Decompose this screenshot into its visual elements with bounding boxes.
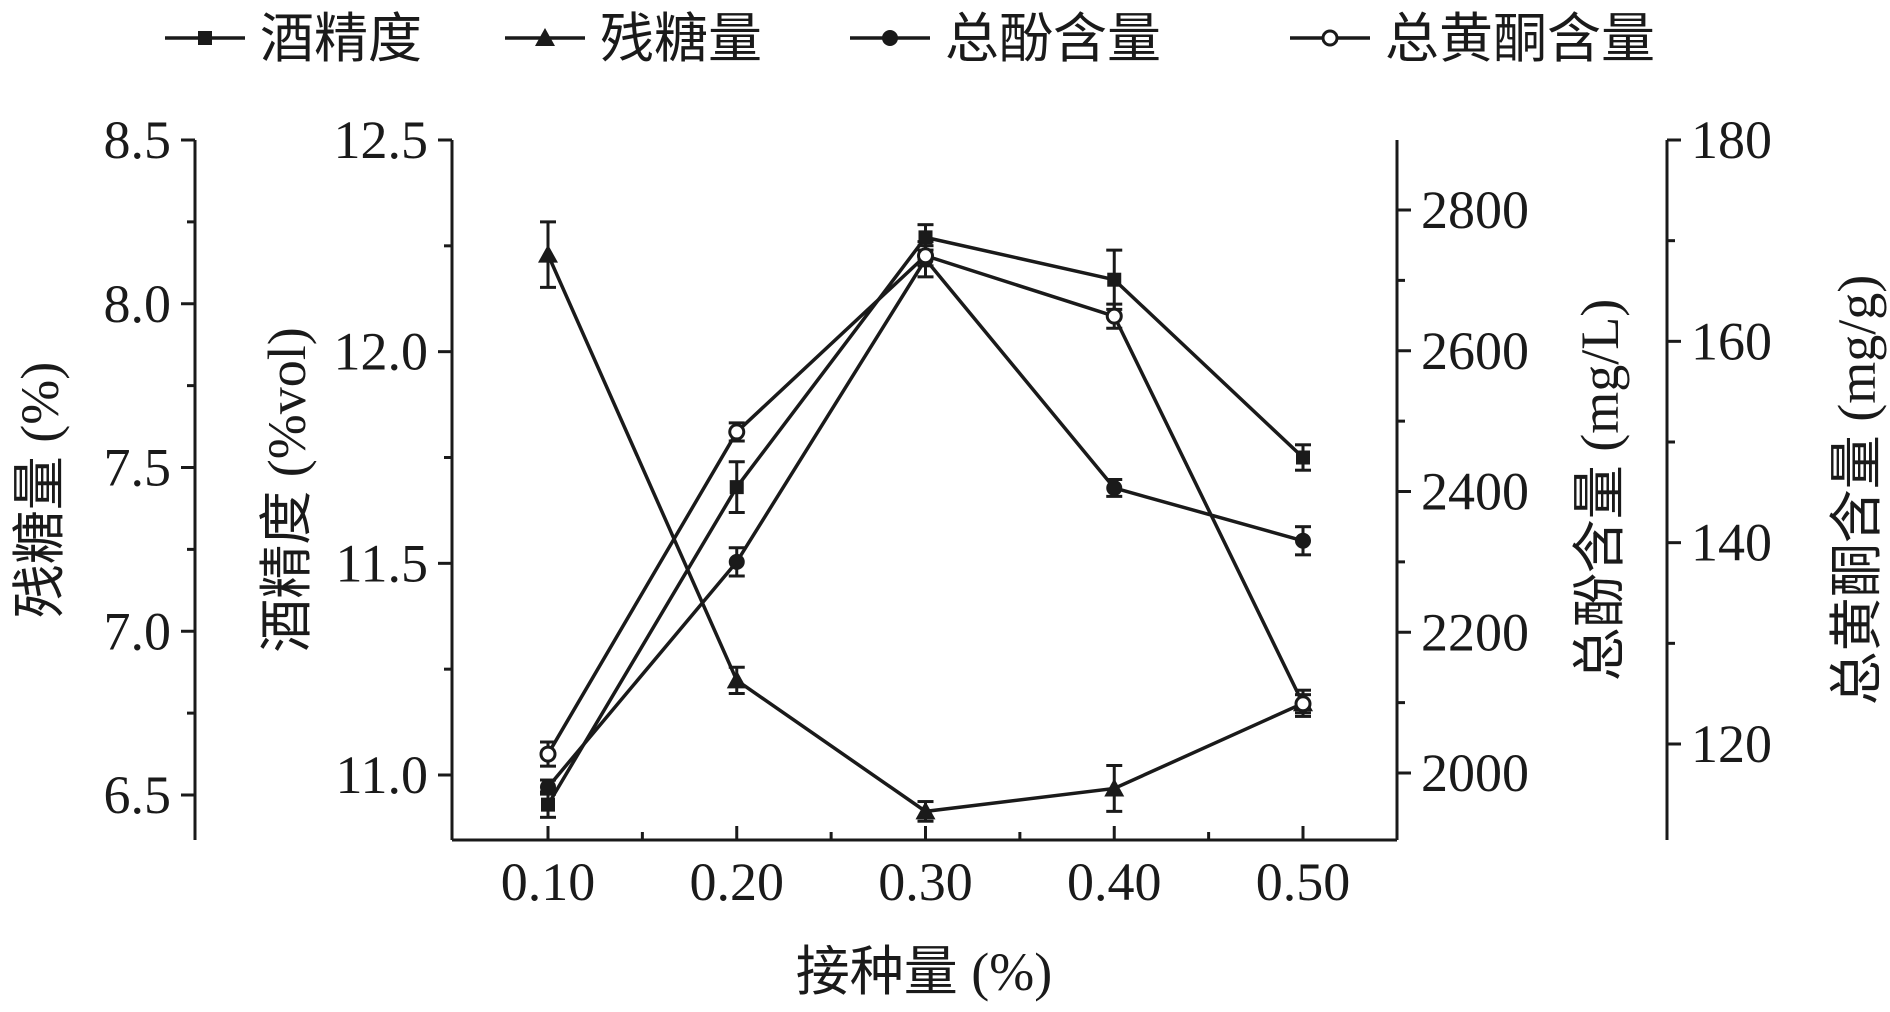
data-point bbox=[729, 480, 744, 495]
data-point bbox=[538, 244, 558, 263]
data-point bbox=[915, 801, 936, 820]
alcohol-tick-label: 12.0 bbox=[334, 322, 429, 382]
flavonoid-tick-label: 120 bbox=[1691, 714, 1772, 774]
legend-item-1: 酒精度 bbox=[165, 9, 422, 69]
legend-label: 残糖量 bbox=[600, 9, 762, 69]
flavonoid-tick-label: 180 bbox=[1691, 110, 1772, 170]
phenol-tick-label: 2600 bbox=[1421, 321, 1529, 381]
alcohol-tick-label: 12.5 bbox=[334, 110, 429, 170]
alcohol-axis-title: 酒精度 (%vol) bbox=[257, 327, 317, 652]
x-tick-label: 0.30 bbox=[878, 852, 973, 912]
residual_sugar-tick-label: 8.5 bbox=[104, 110, 172, 170]
x-tick-label: 0.50 bbox=[1256, 852, 1351, 912]
data-point bbox=[541, 797, 555, 812]
legend-marker bbox=[535, 28, 555, 46]
legend-label: 酒精度 bbox=[260, 9, 422, 69]
flavonoid-tick-label: 140 bbox=[1691, 513, 1772, 573]
data-point bbox=[917, 247, 934, 265]
x-tick-label: 0.20 bbox=[690, 852, 785, 912]
axes: 0.10 0.20 0.30 0.40 0.50 接种量 (%) 6.5 7.0 7.5 8.0 8… bbox=[10, 110, 1887, 1002]
series-2 bbox=[538, 220, 1313, 823]
data-point bbox=[1104, 778, 1125, 797]
series-line bbox=[546, 253, 1304, 814]
data-point bbox=[1296, 450, 1310, 465]
x-tick-label: 0.40 bbox=[1067, 852, 1162, 912]
flavonoid-axis-title: 总黄酮含量 (mg/g) bbox=[1827, 275, 1887, 705]
residual_sugar-tick-label: 8.0 bbox=[104, 274, 172, 334]
legend: 酒精度 残糖量 总酚含量 总黄酮含量 bbox=[165, 9, 1655, 69]
phenol-tick-label: 2400 bbox=[1421, 462, 1529, 522]
phenol-tick-label: 2200 bbox=[1421, 602, 1529, 662]
legend-marker bbox=[198, 31, 212, 45]
legend-label: 总酚含量 bbox=[945, 9, 1161, 69]
phenol-tick-label: 2000 bbox=[1421, 743, 1529, 803]
data-point bbox=[540, 779, 556, 796]
data-point bbox=[728, 423, 746, 441]
legend-marker bbox=[882, 30, 898, 46]
data-point bbox=[539, 745, 557, 763]
residual_sugar-axis-title: 残糖量 (%) bbox=[10, 362, 70, 618]
alcohol-tick-label: 11.5 bbox=[336, 533, 429, 593]
series-line bbox=[546, 235, 1305, 806]
data-point bbox=[1105, 307, 1123, 325]
series-line bbox=[546, 253, 1305, 755]
phenol-axis-title: 总酚含量 (mg/L) bbox=[1570, 299, 1630, 681]
legend-item-3: 总酚含量 bbox=[850, 9, 1161, 69]
residual_sugar-tick-label: 7.0 bbox=[104, 601, 172, 661]
legend-label: 总黄酮含量 bbox=[1385, 9, 1655, 69]
legend-item-2: 残糖量 bbox=[505, 9, 762, 69]
residual_sugar-tick-label: 6.5 bbox=[104, 765, 172, 825]
legend-item-4: 总黄酮含量 bbox=[1290, 9, 1655, 69]
data-point bbox=[1106, 479, 1123, 496]
series-4 bbox=[539, 244, 1312, 768]
series-line bbox=[546, 256, 1304, 789]
data-point bbox=[728, 553, 745, 570]
series-1 bbox=[540, 223, 1311, 819]
phenol-tick-label: 2800 bbox=[1421, 180, 1529, 240]
alcohol-tick-label: 11.0 bbox=[336, 745, 429, 805]
data-point bbox=[1107, 272, 1122, 287]
flavonoid-tick-label: 160 bbox=[1691, 311, 1772, 371]
data-point bbox=[1295, 532, 1311, 549]
x-axis-title: 接种量 (%) bbox=[796, 942, 1052, 1002]
plot-area bbox=[538, 220, 1313, 823]
data-point bbox=[1294, 695, 1312, 713]
x-tick-label: 0.10 bbox=[501, 852, 596, 912]
legend-marker bbox=[1321, 29, 1339, 47]
series-3 bbox=[540, 240, 1311, 796]
data-point bbox=[726, 670, 747, 689]
residual_sugar-tick-label: 7.5 bbox=[104, 438, 172, 498]
